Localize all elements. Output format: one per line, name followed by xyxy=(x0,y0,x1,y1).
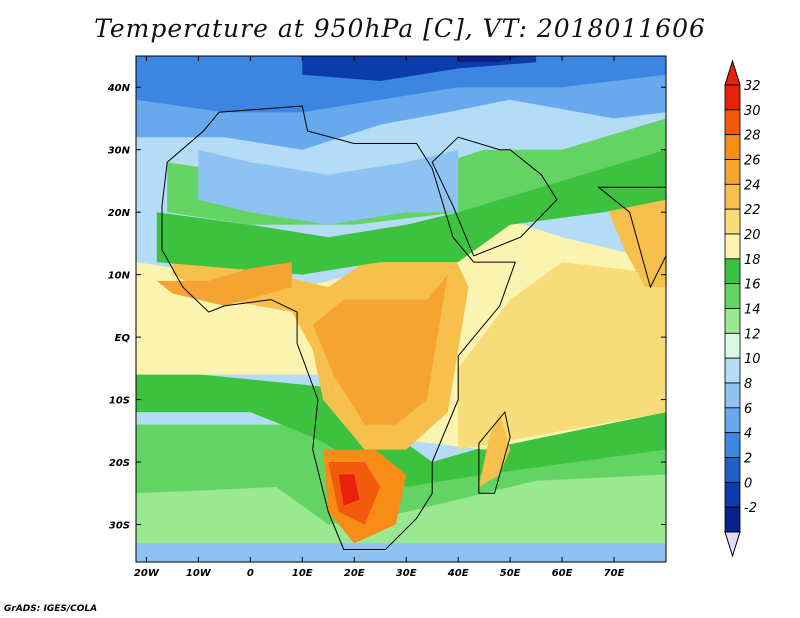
y-tick-label: 30S xyxy=(109,521,130,532)
caucasus-violet xyxy=(458,56,521,63)
colorbar-level-label: 26 xyxy=(744,154,761,169)
colorbar-level-label: -2 xyxy=(744,501,757,516)
x-tick-label: 20W xyxy=(134,568,160,579)
ocean-warm xyxy=(458,262,666,450)
colorbar-top-arrow xyxy=(724,59,741,86)
x-tick-label: 20E xyxy=(344,568,365,579)
colorbar-swatch xyxy=(724,134,741,160)
y-tick-label: EQ xyxy=(115,333,131,344)
colorbar-level-label: 22 xyxy=(744,203,761,218)
colorbar-swatch xyxy=(724,258,741,285)
colorbar-level-label: 14 xyxy=(744,303,761,318)
colorbar-swatch xyxy=(724,283,741,309)
central-africa-hot xyxy=(312,274,448,425)
colorbar-swatch xyxy=(724,183,741,210)
y-tick-label: 20S xyxy=(109,458,130,469)
colorbar-level-label: 4 xyxy=(744,427,752,442)
x-tick-label: 70E xyxy=(604,568,625,579)
colorbar-swatch xyxy=(724,233,741,260)
madagascar-warm xyxy=(478,412,511,487)
colorbar-level-label: 12 xyxy=(744,327,761,342)
x-tick-label: 60E xyxy=(552,568,573,579)
colorbar-level-label: 8 xyxy=(744,377,752,392)
chart-title: Temperature at 950hPa [C], VT: 201801160… xyxy=(94,14,706,43)
x-tick-label: 40E xyxy=(447,568,469,579)
colorbar-swatch xyxy=(724,332,741,359)
x-tick-label: 50E xyxy=(500,568,521,579)
colorbar-swatch xyxy=(724,109,741,136)
india-warm xyxy=(603,187,666,288)
colorbar-swatch xyxy=(724,208,741,235)
y-tick-label: 10S xyxy=(109,396,130,407)
colorbar-swatch xyxy=(724,382,741,409)
colorbar-level-label: 2 xyxy=(744,452,752,467)
colorbar-level-label: 18 xyxy=(744,253,761,268)
temperature-field xyxy=(136,56,666,562)
sahara-cool xyxy=(198,149,459,225)
y-tick-label: 20N xyxy=(108,208,131,219)
band-south-4 xyxy=(136,368,666,487)
x-tick-label: 0 xyxy=(247,568,254,579)
y-tick-label: 10N xyxy=(108,271,131,282)
colorbar-level-label: 16 xyxy=(744,278,761,293)
plot-frame xyxy=(135,55,667,563)
kalahari-core xyxy=(338,474,360,506)
africa-coastline xyxy=(161,105,517,550)
colorbar-swatch xyxy=(724,481,741,508)
x-tick-label: 30E xyxy=(396,568,417,579)
colorbar-swatch xyxy=(724,506,741,533)
y-tick-label: 40N xyxy=(107,83,131,94)
colorbar-level-label: 30 xyxy=(744,104,761,119)
colorbar-swatch xyxy=(724,357,741,384)
colorbar-level-label: 10 xyxy=(744,352,761,367)
x-tick-label: 10W xyxy=(186,568,212,579)
colorbar-swatch xyxy=(724,432,741,458)
colorbar-swatch xyxy=(724,159,741,185)
footer-credit: GrADS: IGES/COLA xyxy=(4,604,98,614)
north-blue xyxy=(136,56,666,113)
axis-ticks: 20W 10W 0 10E 20E 30E 40E 50E 60E 70E 40N 30N 20N 10N… xyxy=(107,56,666,579)
colorbar-level-label: 0 xyxy=(744,476,752,491)
colorbar-bottom-arrow xyxy=(724,531,741,558)
x-tick-label: 10E xyxy=(292,568,313,579)
arabia-coastline xyxy=(431,136,558,257)
colorbar-level-label: 28 xyxy=(744,129,761,144)
colorbar-level-label: 20 xyxy=(744,228,761,243)
colorbar-level-label: 24 xyxy=(744,178,761,193)
colorbar-swatch xyxy=(724,457,741,483)
colorbar-level-label: 32 xyxy=(744,79,761,94)
y-tick-label: 30N xyxy=(108,146,131,157)
colorbar-swatch xyxy=(724,84,741,111)
europe-dark xyxy=(302,56,537,81)
colorbar-swatch xyxy=(724,407,741,434)
colorbar-level-label: 6 xyxy=(744,402,752,417)
colorbar-swatch xyxy=(724,308,741,334)
madagascar-coastline xyxy=(478,410,511,494)
india-coastline xyxy=(597,186,666,289)
